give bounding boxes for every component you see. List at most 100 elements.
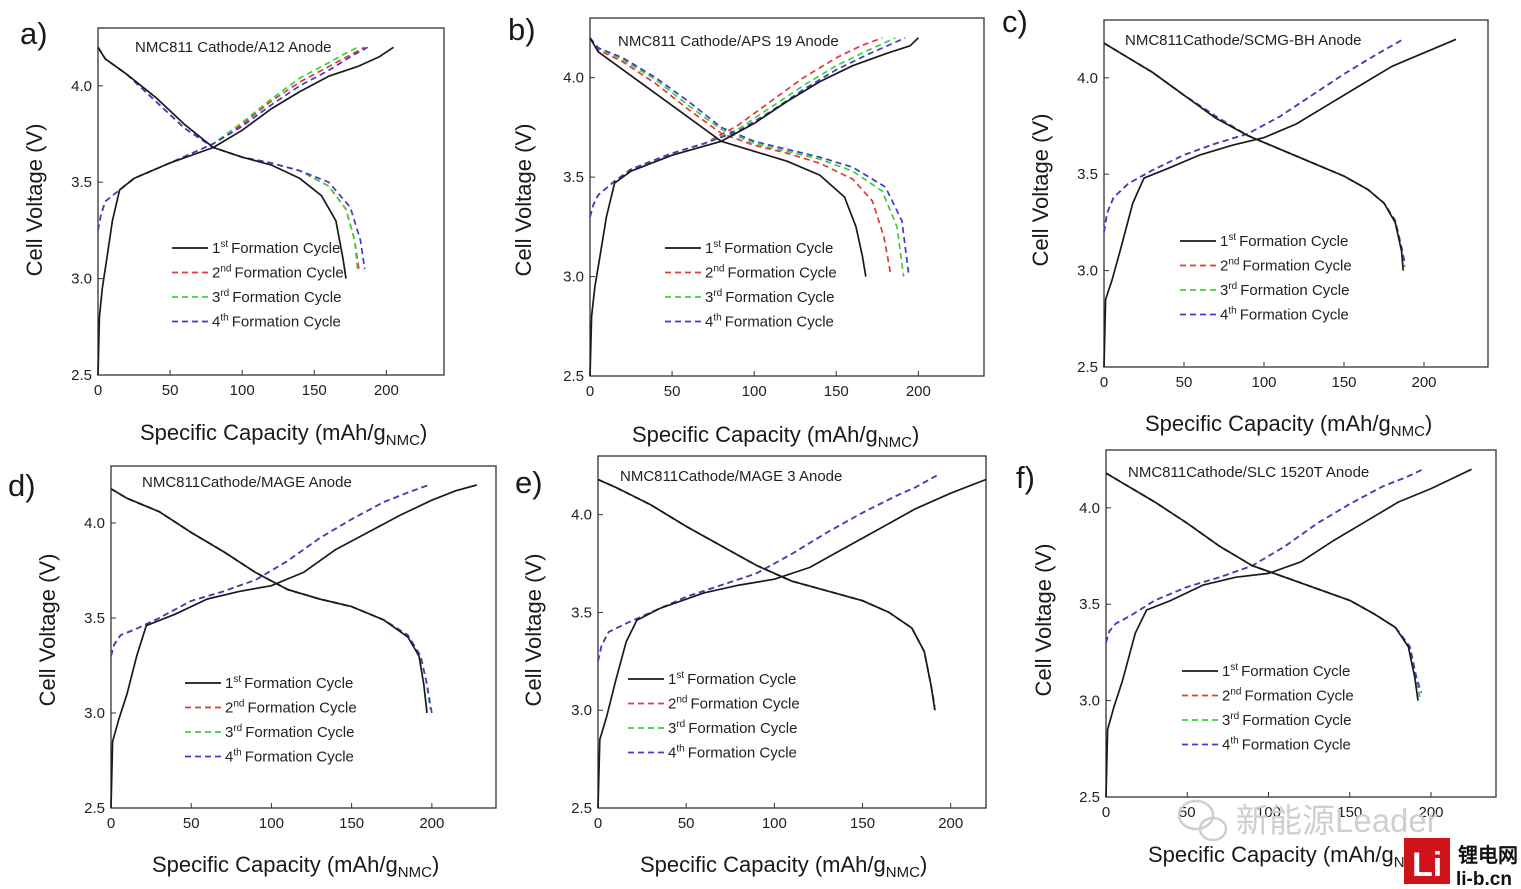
x-tick-label: 200	[938, 815, 963, 832]
x-tick-label: 200	[419, 815, 444, 832]
wechat-icon	[1177, 799, 1228, 842]
chart-title: NMC811Cathode/MAGE 3 Anode	[620, 468, 842, 485]
panel-letter: b)	[508, 12, 536, 47]
x-tick-label: 150	[339, 815, 364, 832]
x-tick-label: 0	[594, 815, 602, 832]
chart-title: NMC811Cathode/SLC 1520T Anode	[1128, 464, 1369, 481]
series-line-1-charge	[1105, 468, 1472, 798]
x-tick-label: 200	[1418, 804, 1443, 821]
chart-panel-c: c) NMC811Cathode/SCMG-BH Anode 0 50 100 150 20…	[1002, 4, 1489, 440]
legend-entry: 3rd Formation Cycle	[1220, 281, 1349, 299]
legend-entry: 1st Formation Cycle	[212, 239, 340, 257]
y-tick-label: 3.5	[1077, 166, 1098, 183]
x-tick-label: 150	[1331, 374, 1356, 391]
panel-letter: a)	[20, 16, 48, 51]
series-line-2-charge	[1103, 38, 1404, 233]
series-line-2-discharge	[589, 37, 892, 273]
series-line-3-discharge	[589, 37, 905, 277]
legend-entry: 2nd Formation Cycle	[212, 264, 344, 282]
series-line-1-discharge	[597, 478, 936, 711]
series-line-4-charge	[97, 46, 369, 231]
y-axis-label: Cell Voltage (V)	[35, 554, 60, 707]
plot-frame	[597, 455, 987, 809]
legend-entry: 2nd Formation Cycle	[668, 695, 800, 713]
series-line-1-discharge	[97, 46, 347, 279]
y-tick-label: 3.5	[1079, 596, 1100, 613]
plot-frame	[97, 27, 445, 376]
y-tick-label: 4.0	[71, 78, 92, 95]
panel-letter: c)	[1002, 4, 1028, 39]
y-axis-label: Cell Voltage (V)	[1028, 114, 1053, 267]
x-tick-label: 200	[1411, 374, 1436, 391]
series-line-4-discharge	[97, 46, 366, 270]
x-tick-label: 150	[1337, 804, 1362, 821]
series-line-3-charge	[1105, 468, 1424, 644]
series-line-3-charge	[1103, 38, 1404, 233]
y-tick-label: 2.5	[563, 368, 584, 385]
y-tick-label: 2.5	[71, 367, 92, 384]
x-tick-label: 100	[742, 383, 767, 400]
series-line-4-discharge	[589, 37, 910, 273]
logo-name: 锂电网	[1458, 843, 1518, 867]
legend-entry: 3rd Formation Cycle	[212, 288, 341, 306]
series-line-1-discharge	[1105, 472, 1419, 701]
y-tick-label: 3.5	[71, 174, 92, 191]
x-tick-label: 50	[664, 383, 681, 400]
legend-entry: 4th Formation Cycle	[212, 313, 341, 331]
y-axis-label: Cell Voltage (V)	[1031, 544, 1056, 697]
series-line-4-charge	[1105, 468, 1424, 644]
x-tick-label: 100	[259, 815, 284, 832]
legend-entry: 2nd Formation Cycle	[1222, 687, 1354, 705]
y-tick-label: 3.0	[84, 705, 105, 722]
chart-panel-e: e) NMC811Cathode/MAGE 3 Anode 0 50 100 150 200…	[515, 455, 987, 881]
y-tick-label: 3.0	[1079, 693, 1100, 710]
chart-title: NMC811Cathode/MAGE Anode	[142, 474, 352, 491]
y-tick-label: 2.5	[571, 800, 592, 817]
x-tick-label: 0	[586, 383, 594, 400]
x-tick-label: 0	[94, 382, 102, 399]
x-tick-label: 50	[678, 815, 695, 832]
legend-entry: 1st Formation Cycle	[668, 670, 796, 688]
x-tick-label: 50	[162, 382, 179, 399]
series-line-1-discharge	[1103, 42, 1405, 271]
series-line-1-discharge	[110, 488, 428, 714]
logo-mark: Li	[1412, 846, 1442, 884]
legend-entry: 3rd Formation Cycle	[668, 719, 797, 737]
x-tick-label: 100	[1251, 374, 1276, 391]
y-tick-label: 4.0	[571, 507, 592, 524]
x-tick-label: 150	[302, 382, 327, 399]
legend-entry: 3rd Formation Cycle	[1222, 711, 1351, 729]
legend-entry: 2nd Formation Cycle	[705, 264, 837, 282]
plot-frame	[1105, 449, 1497, 798]
x-axis-label: Specific Capacity (mAh/gNMC)	[1145, 411, 1432, 440]
plot-frame	[589, 17, 985, 377]
panel-letter: f)	[1016, 460, 1035, 495]
series-line-4-charge	[110, 484, 429, 657]
legend-entry: 1st Formation Cycle	[225, 674, 353, 692]
x-tick-label: 100	[1256, 804, 1281, 821]
x-tick-label: 0	[1102, 804, 1110, 821]
legend-entry: 1st Formation Cycle	[705, 239, 833, 257]
y-tick-label: 2.5	[84, 800, 105, 817]
legend-entry: 4th Formation Cycle	[1222, 736, 1351, 754]
series-line-4-discharge	[1105, 472, 1423, 694]
chart-title: NMC811 Cathode/APS 19 Anode	[618, 33, 839, 50]
y-axis-label: Cell Voltage (V)	[511, 124, 536, 277]
chart-title: NMC811 Cathode/A12 Anode	[135, 39, 332, 56]
plot-frame	[110, 465, 497, 809]
y-tick-label: 3.0	[563, 269, 584, 286]
x-tick-label: 100	[762, 815, 787, 832]
legend-entry: 4th Formation Cycle	[1220, 306, 1349, 324]
series-line-4-charge	[597, 474, 938, 662]
x-tick-label: 50	[1176, 374, 1193, 391]
legend-entry: 4th Formation Cycle	[668, 744, 797, 762]
y-tick-label: 4.0	[563, 70, 584, 87]
y-axis-label: Cell Voltage (V)	[521, 554, 546, 707]
x-axis-label: Specific Capacity (mAh/gNMC)	[1148, 842, 1435, 871]
x-tick-label: 150	[850, 815, 875, 832]
legend-entry: 2nd Formation Cycle	[1220, 257, 1352, 275]
series-line-1-charge	[97, 46, 394, 376]
series-line-1-discharge	[589, 37, 867, 277]
watermark: 新能源Leader	[1177, 799, 1438, 842]
